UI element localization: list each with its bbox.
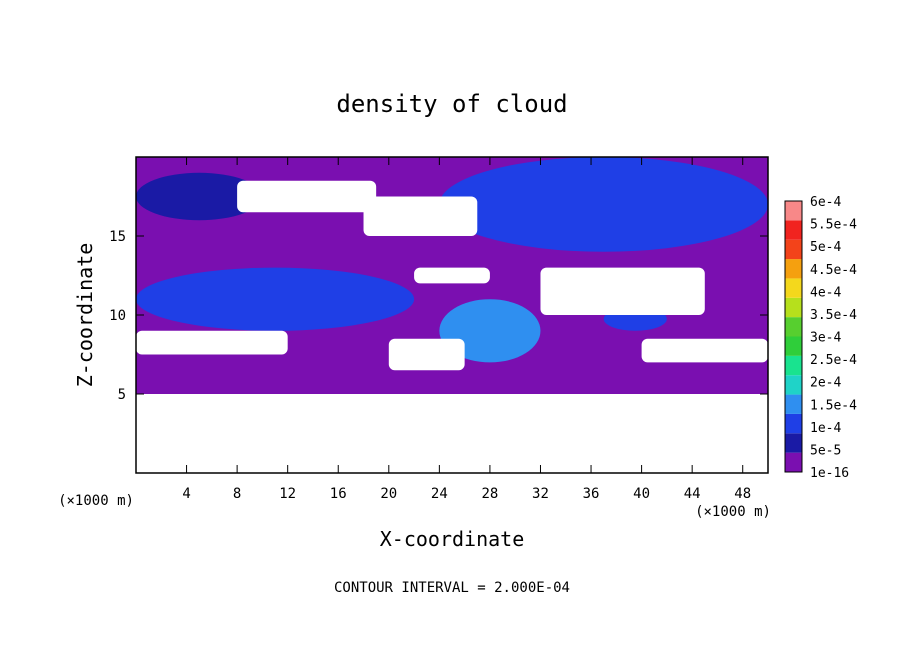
y-axis-ticks: 5 10 15	[109, 229, 768, 403]
cloud-region-4	[439, 299, 541, 363]
colorbar-swatch	[785, 336, 802, 356]
colorbar-label: 5.5e-4	[810, 218, 857, 233]
z-unit-label: (×1000 m)	[58, 493, 134, 509]
chart-title: density of cloud	[336, 90, 567, 118]
colorbar-frame	[784, 200, 803, 473]
x-tick-label: 44	[684, 486, 701, 502]
no-data-void-6	[388, 338, 465, 371]
x-tick-label: 4	[182, 486, 190, 502]
x-axis-label: X-coordinate	[380, 527, 525, 551]
cloud-region-2	[439, 157, 768, 252]
x-tick-label: 48	[734, 486, 751, 502]
no-data-void-2	[363, 196, 478, 236]
no-data-void-3	[136, 330, 288, 355]
cloud-region-3	[136, 267, 415, 331]
colorbar-swatch	[785, 394, 802, 414]
colorbar: 1e-16 5e-5 1e-4 1.5e-4 2e-4 2.5e-4 3e-4 3.5e-4 4…	[784, 195, 857, 481]
colorbar-swatch	[785, 375, 802, 395]
no-data-void-7	[641, 338, 768, 363]
no-data-regions	[136, 180, 768, 371]
x-unit-label: (×1000 m)	[695, 504, 771, 520]
no-data-void-1	[237, 180, 377, 213]
contour-interval-note: CONTOUR INTERVAL = 2.000E-04	[334, 580, 570, 596]
y-tick-label: 10	[109, 308, 126, 324]
colorbar-label: 5e-4	[810, 240, 841, 255]
colorbar-swatch	[785, 355, 802, 376]
colorbar-label: 6e-4	[810, 195, 841, 210]
colorbar-swatch	[785, 259, 802, 279]
y-tick-label: 5	[118, 387, 126, 403]
colorbar-swatch	[785, 297, 802, 318]
colorbar-swatch	[785, 278, 802, 298]
no-data-void-4	[414, 267, 490, 284]
y-axis-label: Z-coordinate	[73, 243, 97, 388]
cloud-region-1	[136, 172, 263, 221]
x-tick-label: 28	[481, 486, 498, 502]
colorbar-swatch	[785, 220, 802, 240]
colorbar-swatch	[785, 317, 802, 337]
x-tick-label: 16	[330, 486, 347, 502]
colorbar-label: 2.5e-4	[810, 353, 857, 368]
x-tick-label: 36	[583, 486, 600, 502]
colorbar-label: 5e-5	[810, 443, 841, 458]
x-tick-label: 8	[233, 486, 241, 502]
colorbar-label: 4e-4	[810, 285, 841, 300]
x-tick-label: 24	[431, 486, 448, 502]
no-data-void-5	[540, 267, 705, 315]
colorbar-label: 4.5e-4	[810, 263, 857, 278]
x-tick-label: 32	[532, 486, 549, 502]
x-axis-ticks: 4 8 12 16 20 24 28 32 36 40 44 48	[182, 157, 751, 502]
colorbar-swatch	[785, 239, 802, 260]
colorbar-swatch	[785, 452, 802, 472]
colorbar-label: 3.5e-4	[810, 308, 857, 323]
colorbar-label: 1.5e-4	[810, 398, 857, 413]
x-tick-label: 12	[279, 486, 296, 502]
colorbar-swatch	[785, 413, 802, 434]
colorbar-label: 1e-4	[810, 421, 841, 436]
colorbar-label: 3e-4	[810, 331, 841, 346]
y-tick-label: 15	[109, 229, 126, 245]
colorbar-label: 1e-16	[810, 466, 849, 481]
x-tick-label: 40	[633, 486, 650, 502]
x-tick-label: 20	[380, 486, 397, 502]
colorbar-label: 2e-4	[810, 376, 841, 391]
colorbar-swatch	[785, 433, 802, 453]
colorbar-swatch	[785, 201, 802, 221]
